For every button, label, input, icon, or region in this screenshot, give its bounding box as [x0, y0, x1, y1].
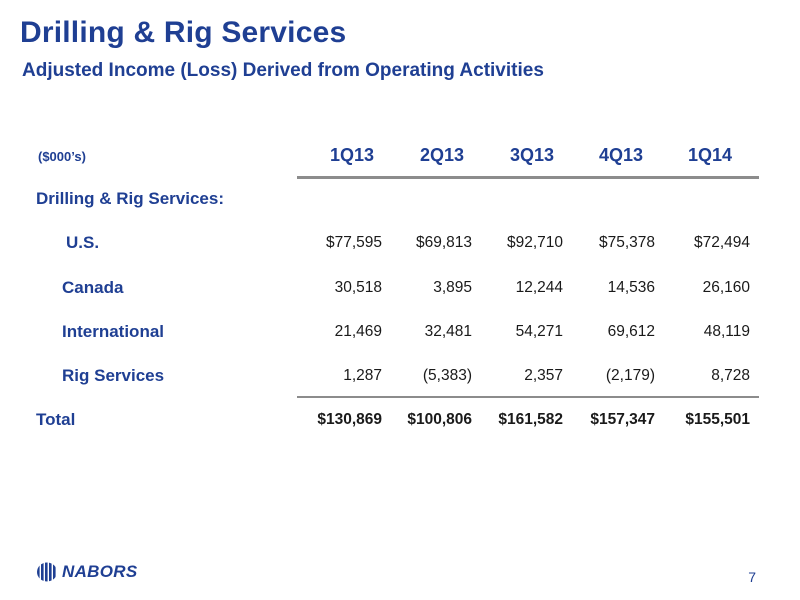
cell-us-4q13: $75,378	[598, 234, 655, 251]
total-rule	[297, 396, 759, 398]
cell-us-1q13: $77,595	[325, 234, 382, 251]
column-header-2q13: 2Q13	[419, 145, 465, 165]
cell-rig-services-1q14: 8,728	[711, 367, 750, 384]
cell-canada-1q14: 26,160	[702, 279, 750, 296]
cell-rig-services-2q13: (5,383)	[422, 367, 472, 384]
page-title: Drilling & Rig Services	[20, 16, 347, 49]
column-header-1q13: 1Q13	[329, 145, 375, 165]
company-logo: NABORS	[36, 562, 137, 582]
page-subtitle: Adjusted Income (Loss) Derived from Oper…	[22, 60, 544, 81]
logo-wordmark: NABORS	[62, 562, 138, 581]
cell-international-2q13: 32,481	[424, 323, 472, 340]
cell-total-1q13: $130,869	[317, 411, 382, 428]
cell-canada-4q13: 14,536	[607, 279, 655, 296]
cell-rig-services-3q13: 2,357	[524, 367, 563, 384]
row-label-international: International	[62, 322, 165, 341]
cell-international-1q14: 48,119	[703, 323, 750, 340]
nabors-stripes-globe-icon	[36, 562, 58, 582]
cell-canada-2q13: 3,895	[433, 279, 472, 296]
row-label-rig-services: Rig Services	[62, 366, 165, 385]
cell-us-1q14: $72,494	[693, 234, 750, 251]
row-label-canada: Canada	[62, 278, 124, 297]
cell-rig-services-4q13: (2,179)	[605, 367, 655, 384]
section-label: Drilling & Rig Services:	[36, 189, 224, 208]
cell-total-4q13: $157,347	[590, 411, 655, 428]
cell-canada-3q13: 12,244	[515, 279, 563, 296]
column-header-4q13: 4Q13	[598, 145, 644, 165]
cell-us-2q13: $69,813	[415, 234, 472, 251]
cell-rig-services-1q13: 1,287	[343, 367, 382, 384]
cell-total-1q14: $155,501	[685, 411, 750, 428]
unit-label: ($000’s)	[38, 149, 86, 164]
page-number: 7	[748, 569, 756, 585]
cell-us-3q13: $92,710	[506, 234, 563, 251]
cell-canada-1q13: 30,518	[334, 279, 382, 296]
column-header-1q14: 1Q14	[687, 145, 733, 165]
cell-total-3q13: $161,582	[498, 411, 563, 428]
cell-international-3q13: 54,271	[515, 323, 563, 340]
header-rule	[297, 176, 759, 179]
row-label-us: U.S.	[66, 233, 100, 252]
cell-international-4q13: 69,612	[607, 323, 655, 340]
cell-international-1q13: 21,469	[334, 323, 382, 340]
column-header-3q13: 3Q13	[509, 145, 555, 165]
cell-total-2q13: $100,806	[407, 411, 472, 428]
row-label-total: Total	[36, 410, 76, 429]
